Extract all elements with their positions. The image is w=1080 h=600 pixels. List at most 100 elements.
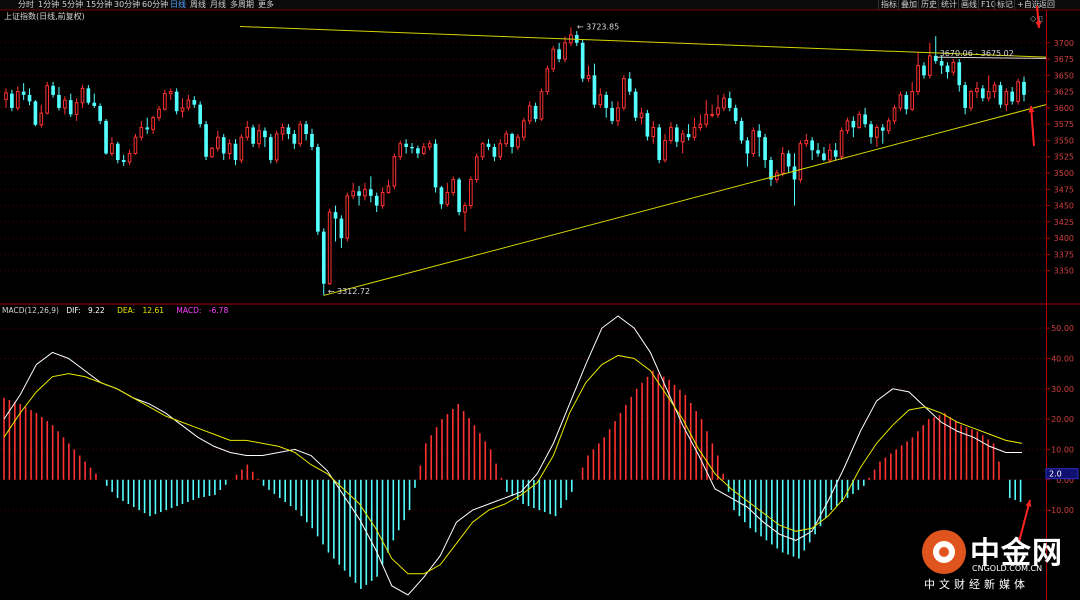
- candle-down: [904, 94, 909, 110]
- candle-up: [363, 188, 367, 197]
- price-tick-label: 3600: [1054, 104, 1074, 113]
- candle-up: [716, 107, 720, 115]
- candle-up: [804, 139, 809, 145]
- candle-down: [98, 105, 102, 121]
- candle-up: [986, 91, 991, 99]
- candle-down: [604, 94, 609, 108]
- candle-up: [15, 91, 20, 109]
- low-price-label: ← 3312.72: [328, 287, 370, 296]
- price-tick-label: 3525: [1054, 153, 1074, 162]
- candle-up: [239, 136, 244, 161]
- candle-down: [369, 189, 373, 196]
- candle-down: [104, 120, 108, 154]
- price-tick-label: 3575: [1054, 120, 1074, 129]
- candle-up: [168, 91, 173, 95]
- candle-up: [710, 113, 714, 116]
- macd-legend: MACD(12,26,9) DIF: 9.22 DEA: 12.61 MACD:…: [2, 306, 238, 315]
- candle-down: [998, 85, 1003, 105]
- candle-up: [498, 143, 503, 158]
- price-tick-label: 3400: [1054, 234, 1074, 243]
- candle-up: [969, 91, 973, 109]
- candle-down: [945, 65, 950, 73]
- candle-up: [1016, 81, 1020, 102]
- candle-down: [145, 127, 150, 130]
- price-tick-label: 3375: [1054, 250, 1074, 259]
- candle-up: [598, 94, 603, 106]
- macd-tick-label: 10.00: [1051, 445, 1074, 454]
- candle-up: [680, 133, 685, 143]
- period-tab[interactable]: 月线: [210, 0, 226, 9]
- logo-emblem: [922, 530, 966, 574]
- candle-down: [192, 100, 197, 105]
- candle-up: [992, 84, 997, 93]
- price-tick-label: 3700: [1054, 39, 1074, 48]
- candle-up: [451, 179, 456, 194]
- candle-down: [251, 127, 255, 144]
- period-tab[interactable]: 1分钟: [38, 0, 60, 9]
- period-tab[interactable]: 多周期: [230, 0, 254, 9]
- candle-up: [504, 133, 508, 145]
- toolbar-button[interactable]: 指标: [878, 0, 899, 10]
- candle-down: [86, 88, 91, 103]
- dif-value: 9.22: [88, 306, 105, 315]
- toolbar-button[interactable]: F10: [978, 0, 998, 10]
- candle-down: [933, 55, 938, 62]
- toolbar-button[interactable]: 历史: [918, 0, 939, 10]
- candle-up: [469, 179, 473, 207]
- candle-up: [380, 192, 385, 207]
- candle-up: [151, 117, 155, 130]
- candle-up: [480, 143, 485, 158]
- candle-down: [457, 179, 461, 213]
- period-tab[interactable]: 5分钟: [62, 0, 84, 9]
- toolbar-button[interactable]: 标记: [994, 0, 1015, 10]
- candle-down: [416, 148, 420, 154]
- period-tab[interactable]: 15分钟: [86, 0, 113, 9]
- period-tab[interactable]: 分时: [18, 0, 34, 9]
- toolbar-button[interactable]: 返回: [1036, 0, 1057, 10]
- period-tab[interactable]: 30分钟: [114, 0, 141, 9]
- candle-up: [398, 143, 403, 158]
- candle-up: [928, 55, 932, 76]
- period-tab[interactable]: 60分钟: [142, 0, 169, 9]
- macd-tick-label: 50.00: [1051, 324, 1074, 333]
- candle-down: [433, 143, 438, 188]
- period-toolbar: 分时 1分钟 5分钟 15分钟 30分钟 60分钟 日线 周线 月线 多周期 更多 指标 叠加 历史 统计…: [0, 0, 1080, 10]
- toolbar-button[interactable]: 叠加: [898, 0, 919, 10]
- candle-down: [769, 160, 773, 180]
- candle-down: [757, 130, 762, 138]
- recent-level-line: [935, 56, 1047, 59]
- candle-up: [551, 48, 556, 70]
- candle-down: [21, 91, 26, 95]
- candle-down: [263, 130, 267, 138]
- candle-down: [657, 127, 661, 160]
- arrow-lower: [1030, 105, 1035, 147]
- toolbar-button[interactable]: 统计: [938, 0, 959, 10]
- candle-up: [39, 112, 44, 126]
- toolbar-button[interactable]: +自选: [1014, 0, 1042, 10]
- candle-down: [310, 133, 314, 147]
- candle-up: [463, 205, 467, 213]
- period-tab[interactable]: 日线: [170, 0, 186, 9]
- toolbar-button[interactable]: 画线: [958, 0, 979, 10]
- candle-up: [622, 78, 626, 109]
- candle-up: [163, 93, 167, 110]
- candle-down: [627, 78, 632, 92]
- period-tab[interactable]: 更多: [258, 0, 274, 9]
- candle-down: [233, 143, 238, 160]
- candle-down: [198, 104, 203, 125]
- period-tab[interactable]: 周线: [190, 0, 206, 9]
- dea-line: [3, 354, 1023, 575]
- arrow-lower-head: [1028, 106, 1035, 113]
- macd-current-value: 2.0: [1049, 470, 1062, 479]
- macd-tick-label: 20.00: [1051, 415, 1074, 424]
- arrow-macd-head: [1025, 500, 1032, 507]
- lower-trendline: [323, 104, 1047, 296]
- candle-up: [210, 147, 214, 158]
- candle-down: [304, 124, 308, 134]
- arrow-upper-head: [1035, 21, 1042, 28]
- candle-up: [545, 68, 550, 93]
- candle-down: [592, 75, 597, 105]
- candle-up: [157, 108, 161, 119]
- logo-slogan: 中文财经新媒体: [924, 578, 1029, 591]
